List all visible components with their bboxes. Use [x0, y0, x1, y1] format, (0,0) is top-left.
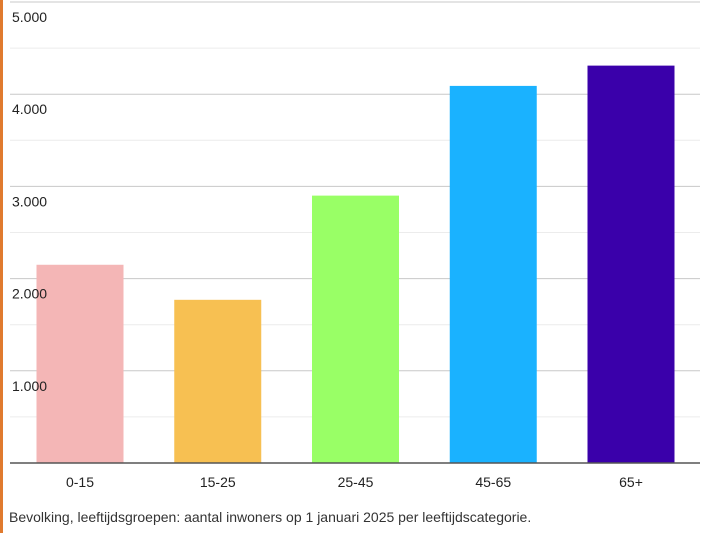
x-tick-label: 65+	[619, 474, 643, 490]
y-tick-label: 1.000	[12, 378, 47, 394]
bar-45-65	[449, 85, 537, 463]
chart-caption: Bevolking, leeftijdsgroepen: aantal inwo…	[9, 509, 532, 525]
y-tick-label: 5.000	[12, 9, 47, 25]
x-tick-label: 0-15	[66, 474, 94, 490]
grid-layer	[10, 1, 700, 418]
y-tick-label: 2.000	[12, 286, 47, 302]
x-tick-label: 25-45	[338, 474, 374, 490]
left-accent-bar	[0, 0, 3, 533]
bar-65+	[587, 65, 675, 464]
y-tick-layer: 1.000 2.000 3.000 4.000 5.000	[12, 9, 47, 394]
x-category-layer: 0-15 15-25 25-45 45-65 65+	[66, 474, 643, 490]
y-tick-label: 3.000	[12, 193, 47, 209]
bar-25-45	[312, 195, 399, 463]
bar-layer	[36, 65, 675, 464]
x-tick-label: 15-25	[200, 474, 236, 490]
bar-15-25	[174, 299, 262, 463]
x-tick-label: 45-65	[475, 474, 511, 490]
bar-0-15	[36, 264, 124, 463]
y-tick-label: 4.000	[12, 101, 47, 117]
